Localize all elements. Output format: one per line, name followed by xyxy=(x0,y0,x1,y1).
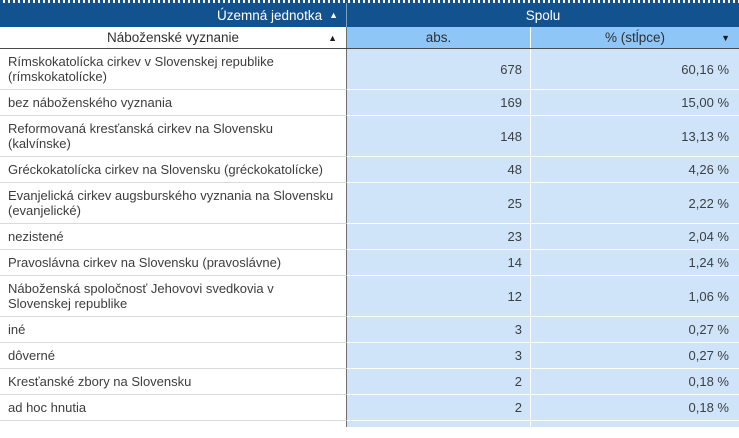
sort-ascending-icon[interactable]: ▲ xyxy=(328,32,337,43)
percent-value-cell: 2,04 % xyxy=(530,224,739,250)
abs-value-cell: 2 xyxy=(346,369,530,395)
abs-value-cell: 25 xyxy=(346,183,530,224)
column-header-spolu[interactable]: Spolu xyxy=(346,3,739,27)
religion-name-cell xyxy=(0,421,346,427)
percent-value-cell: 0,18 % xyxy=(530,369,739,395)
table-row: Pravoslávna cirkev na Slovensku (pravosl… xyxy=(0,250,739,276)
abs-value-cell: 678 xyxy=(346,49,530,90)
religion-name-cell: Gréckokatolícka cirkev na Slovensku (gré… xyxy=(0,157,346,183)
religion-name-cell: Pravoslávna cirkev na Slovensku (pravosl… xyxy=(0,250,346,276)
column-header-religion[interactable]: Náboženské vyznanie ▲ xyxy=(0,27,346,48)
table-row: Gréckokatolícka cirkev na Slovensku (gré… xyxy=(0,157,739,183)
percent-label: % (stĺpce) xyxy=(604,30,665,45)
percent-value-cell: 60,16 % xyxy=(530,49,739,90)
spolu-label: Spolu xyxy=(525,7,561,23)
table-body: Rímskokatolícka cirkev v Slovenskej repu… xyxy=(0,49,739,421)
abs-value-cell: 14 xyxy=(346,250,530,276)
territorial-unit-label: Územná jednotka xyxy=(217,7,323,23)
percent-value-cell: 0,27 % xyxy=(530,343,739,369)
table-row: iné 3 0,27 % xyxy=(0,317,739,343)
sort-ascending-icon[interactable]: ▲ xyxy=(329,10,338,20)
percent-value-cell: 13,13 % xyxy=(530,116,739,157)
table-row: Kresťanské zbory na Slovensku 2 0,18 % xyxy=(0,369,739,395)
table-row: Evanjelická cirkev augsburského vyznania… xyxy=(0,183,739,224)
abs-value-cell: 169 xyxy=(346,90,530,116)
religion-name-cell: ad hoc hnutia xyxy=(0,395,346,421)
column-header-percent[interactable]: % (stĺpce) ▼ xyxy=(530,27,739,48)
percent-value-cell: 4,26 % xyxy=(530,157,739,183)
header-row-territorial-unit: Územná jednotka ▲ Spolu xyxy=(0,3,739,27)
column-header-abs[interactable]: abs. xyxy=(346,27,530,48)
percent-value-cell xyxy=(530,421,739,427)
abs-value-cell: 148 xyxy=(346,116,530,157)
religion-name-cell: Kresťanské zbory na Slovensku xyxy=(0,369,346,395)
abs-value-cell: 48 xyxy=(346,157,530,183)
percent-value-cell: 0,18 % xyxy=(530,395,739,421)
table-top-dotted-border xyxy=(0,0,739,3)
religion-name-cell: dôverné xyxy=(0,343,346,369)
percent-value-cell: 2,22 % xyxy=(530,183,739,224)
religion-label: Náboženské vyznanie xyxy=(106,30,240,45)
percent-value-cell: 1,06 % xyxy=(530,276,739,317)
percent-value-cell: 0,27 % xyxy=(530,317,739,343)
table-row: bez náboženského vyznania 169 15,00 % xyxy=(0,90,739,116)
abs-value-cell: 12 xyxy=(346,276,530,317)
abs-value-cell: 3 xyxy=(346,343,530,369)
religion-name-cell: Náboženská spoločnosť Jehovovi svedkovia… xyxy=(0,276,346,317)
table-row: nezistené 23 2,04 % xyxy=(0,224,739,250)
table-row: Náboženská spoločnosť Jehovovi svedkovia… xyxy=(0,276,739,317)
sort-descending-icon[interactable]: ▼ xyxy=(721,32,730,43)
table-row: ad hoc hnutia 2 0,18 % xyxy=(0,395,739,421)
religion-name-cell: Reformovaná kresťanská cirkev na Slovens… xyxy=(0,116,346,157)
abs-value-cell: 3 xyxy=(346,317,530,343)
table-row: dôverné 3 0,27 % xyxy=(0,343,739,369)
abs-value-cell: 2 xyxy=(346,395,530,421)
religion-name-cell: iné xyxy=(0,317,346,343)
religion-name-cell: Evanjelická cirkev augsburského vyznania… xyxy=(0,183,346,224)
table-row: Reformovaná kresťanská cirkev na Slovens… xyxy=(0,116,739,157)
table-row: Rímskokatolícka cirkev v Slovenskej repu… xyxy=(0,49,739,90)
religion-name-cell: Rímskokatolícka cirkev v Slovenskej repu… xyxy=(0,49,346,90)
abs-value-cell: 23 xyxy=(346,224,530,250)
religion-name-cell: nezistené xyxy=(0,224,346,250)
percent-value-cell: 1,24 % xyxy=(530,250,739,276)
partial-next-row xyxy=(0,421,739,427)
religion-name-cell: bez náboženského vyznania xyxy=(0,90,346,116)
column-header-territorial-unit[interactable]: Územná jednotka ▲ xyxy=(0,3,346,27)
abs-label: abs. xyxy=(425,30,452,45)
abs-value-cell xyxy=(346,421,530,427)
header-row-measures: Náboženské vyznanie ▲ abs. % (stĺpce) ▼ xyxy=(0,27,739,49)
percent-value-cell: 15,00 % xyxy=(530,90,739,116)
